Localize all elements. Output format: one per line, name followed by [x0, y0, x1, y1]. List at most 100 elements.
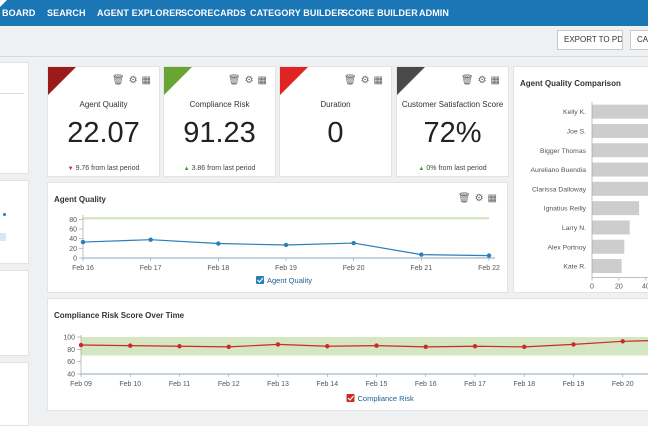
nav-search[interactable]: SEARCH: [47, 8, 86, 18]
bar: [592, 162, 648, 177]
trash-icon[interactable]: 🗑: [457, 193, 471, 204]
data-point: [374, 343, 379, 348]
gear-icon[interactable]: ⚙: [477, 75, 487, 86]
calendar-icon[interactable]: ▦: [490, 75, 500, 86]
arrow-up-icon: ▲: [418, 166, 425, 172]
nav-category-builder[interactable]: CATEGORY BUILDER: [250, 8, 344, 18]
data-point: [423, 344, 428, 350]
data-point: [216, 241, 221, 246]
trash-icon[interactable]: 🗑: [460, 75, 474, 86]
x-tick-label: Feb 19: [275, 265, 297, 272]
left-sidebar: [0, 62, 30, 426]
cancel-button[interactable]: CAN: [630, 30, 648, 50]
calendar-icon[interactable]: ▦: [373, 75, 383, 86]
agent-comparison-chart-card: Agent Quality Comparison Kelly K. Joe S. B…: [513, 66, 648, 293]
gear-icon[interactable]: ⚙: [244, 75, 254, 86]
data-point: [283, 242, 289, 248]
export-pdf-button[interactable]: EXPORT TO PDF: [557, 30, 623, 50]
trash-icon[interactable]: 🗑: [111, 75, 125, 86]
x-tick-label: Feb 19: [563, 381, 585, 388]
kpi-accent-corner: [164, 67, 192, 95]
data-point: [472, 344, 478, 349]
y-tick-label: 80: [69, 217, 77, 224]
chart-title: Compliance Risk Score Over Time: [54, 311, 185, 320]
legend-label: Compliance Risk: [358, 394, 415, 403]
y-tick-label: 40: [69, 236, 77, 243]
x-tick-label: Feb 18: [513, 381, 535, 388]
kpi-card-agent-quality[interactable]: 🗑 ⚙ ▦ Agent Quality 22.07 ▼ 9.76 from last …: [47, 66, 160, 177]
x-tick-label: Feb 11: [169, 381, 190, 388]
bar: [592, 123, 648, 138]
kpi-card-customer-satisfaction[interactable]: 🗑 ⚙ ▦ Customer Satisfaction Score 72% ▲ 0% …: [396, 66, 509, 177]
x-tick-label: Feb 15: [366, 381, 388, 388]
series-line: [82, 239, 490, 257]
sidebar-panel: [0, 62, 29, 174]
kpi-delta: ▲ 3.86 from last period: [164, 165, 275, 172]
agent-quality-chart-card: Agent Quality 🗑 ⚙ ▦ 80 60 40 20 0 Feb 16 Feb 17 F…: [47, 182, 508, 293]
data-point: [78, 342, 84, 348]
x-tick-label: Feb 16: [72, 265, 94, 272]
bar: [592, 239, 625, 254]
kpi-card-duration[interactable]: 🗑 ⚙ ▦ Duration 0: [279, 66, 392, 177]
trash-icon[interactable]: 🗑: [343, 75, 357, 86]
legend-checkbox: [346, 394, 355, 402]
kpi-value: 0: [327, 117, 344, 149]
nav-agent-explorer[interactable]: AGENT EXPLORER: [97, 8, 182, 18]
toolbar-divider: [0, 56, 648, 57]
check-icon: [257, 277, 264, 283]
bar-label: Bigger Thomas: [540, 148, 587, 155]
nav-dashboard[interactable]: BOARD: [2, 8, 36, 18]
gear-icon[interactable]: ⚙: [128, 75, 138, 86]
bar: [592, 259, 622, 274]
x-tick-label: Feb 20: [612, 381, 634, 388]
sidebar-panel: [0, 362, 29, 426]
x-tick-label: Feb 16: [415, 381, 437, 388]
data-point: [325, 344, 330, 349]
bar-label: Kelly K.: [563, 109, 586, 116]
gear-icon[interactable]: ⚙: [474, 193, 484, 204]
kpi-card-compliance-risk[interactable]: 🗑 ⚙ ▦ Compliance Risk 91.23 ▲ 3.86 from las…: [163, 66, 276, 177]
bar: [592, 143, 648, 158]
calendar-icon[interactable]: ▦: [487, 193, 497, 204]
sidebar-dot: [3, 213, 6, 216]
calendar-icon[interactable]: ▦: [257, 75, 267, 86]
kpi-delta-text: 3.86 from last period: [191, 165, 256, 172]
arrow-up-icon: ▲: [183, 166, 190, 172]
nav-scorecards[interactable]: SCORECARDS: [181, 8, 247, 18]
data-point: [486, 253, 492, 258]
y-tick-label: 60: [69, 227, 77, 234]
trash-icon[interactable]: 🗑: [227, 75, 241, 86]
compliance-risk-chart: 100 80 60 40 Feb 09 Feb 10 Feb 11 Feb 12 Feb 13 F…: [63, 335, 648, 403]
check-icon: [347, 395, 354, 401]
kpi-value: 91.23: [183, 117, 256, 149]
kpi-title: Compliance Risk: [189, 100, 250, 109]
gear-icon[interactable]: ⚙: [360, 75, 370, 86]
bar-label: Clarissa Dalloway: [532, 186, 587, 193]
agent-comparison-chart: Kelly K. Joe S. Bigger Thomas Aureliano Bue…: [530, 102, 648, 291]
bar: [592, 181, 648, 196]
kpi-accent-corner: [397, 67, 425, 95]
x-tick-label: 0: [590, 284, 594, 291]
x-tick-label: Feb 12: [218, 381, 240, 388]
sidebar-bar: [0, 233, 6, 241]
legend-checkbox: [256, 276, 264, 284]
y-tick-label: 20: [69, 246, 77, 253]
x-tick-label: 20: [615, 284, 623, 291]
data-point: [620, 339, 625, 344]
y-tick-label: 40: [67, 372, 75, 379]
kpi-title: Customer Satisfaction Score: [401, 100, 504, 109]
calendar-icon[interactable]: ▦: [141, 75, 151, 86]
compliance-risk-chart-card: Compliance Risk Score Over Time 100 80 60 4…: [47, 298, 648, 411]
bar-label: Ignatius Reilly: [544, 206, 587, 213]
y-tick-label: 0: [73, 256, 77, 263]
nav-admin[interactable]: ADMIN: [419, 8, 449, 18]
kpi-title: Agent Quality: [79, 100, 128, 109]
data-point: [571, 342, 576, 347]
data-point: [80, 239, 86, 245]
legend-label: Agent Quality: [267, 276, 312, 285]
kpi-delta-text: 9.76 from last period: [75, 165, 140, 172]
x-tick-label: 40: [642, 284, 648, 291]
x-tick-label: Feb 17: [464, 381, 486, 388]
nav-score-builder[interactable]: SCORE BUILDER: [342, 8, 418, 18]
kpi-value: 72%: [423, 117, 482, 149]
